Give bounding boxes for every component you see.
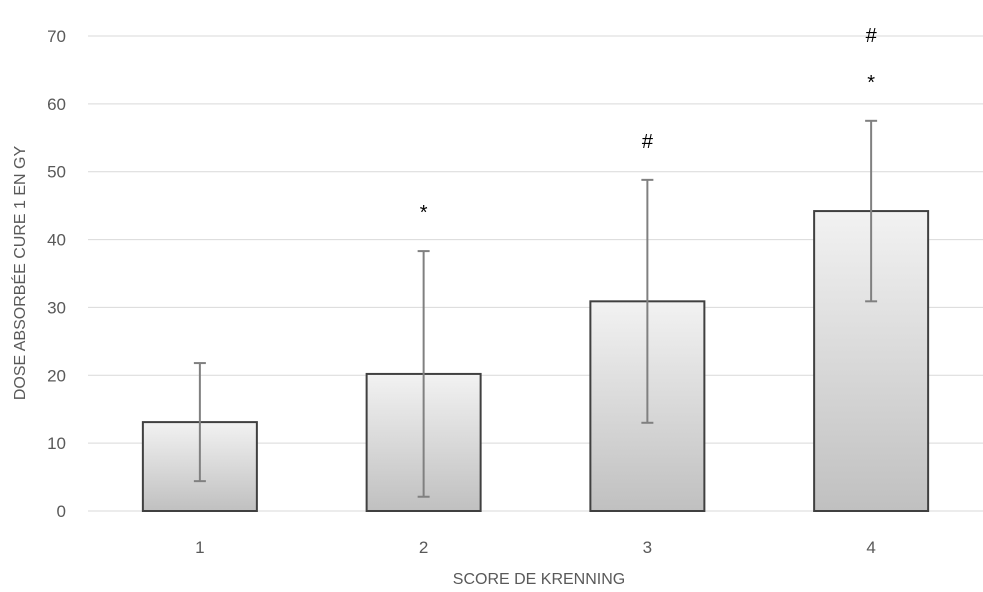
error-bars bbox=[193, 119, 878, 498]
error-bar-4 bbox=[865, 119, 878, 303]
bar-4 bbox=[813, 210, 930, 512]
significance-marker: * bbox=[867, 72, 875, 94]
y-tick-label: 20 bbox=[47, 366, 66, 385]
x-tick-label: 2 bbox=[419, 538, 428, 557]
significance-marker: * bbox=[420, 202, 428, 224]
error-bar-3 bbox=[641, 178, 654, 424]
bars bbox=[141, 210, 930, 513]
x-axis-title: SCORE DE KRENNING bbox=[453, 571, 625, 588]
significance-marker: # bbox=[642, 131, 654, 153]
y-tick-label: 40 bbox=[47, 231, 66, 250]
y-tick-label: 60 bbox=[47, 95, 66, 114]
y-tick-label: 10 bbox=[47, 434, 66, 453]
y-tick-label: 50 bbox=[47, 163, 66, 182]
y-axis-ticks: 0 10 20 30 40 50 60 70 bbox=[47, 27, 66, 521]
y-tick-label: 30 bbox=[47, 298, 66, 317]
y-axis-title: DOSE ABSORBÉE CURE 1 EN GY bbox=[10, 146, 29, 401]
error-bar-2 bbox=[417, 250, 430, 498]
significance-markers: * # # * bbox=[420, 25, 878, 224]
error-bar-1 bbox=[193, 362, 206, 483]
y-tick-label: 0 bbox=[57, 502, 66, 521]
y-tick-label: 70 bbox=[47, 27, 66, 46]
significance-marker: # bbox=[866, 25, 878, 47]
x-tick-label: 1 bbox=[195, 538, 204, 557]
x-tick-label: 4 bbox=[866, 538, 875, 557]
x-axis-ticks: 1 2 3 4 bbox=[195, 538, 876, 557]
x-tick-label: 3 bbox=[643, 538, 652, 557]
